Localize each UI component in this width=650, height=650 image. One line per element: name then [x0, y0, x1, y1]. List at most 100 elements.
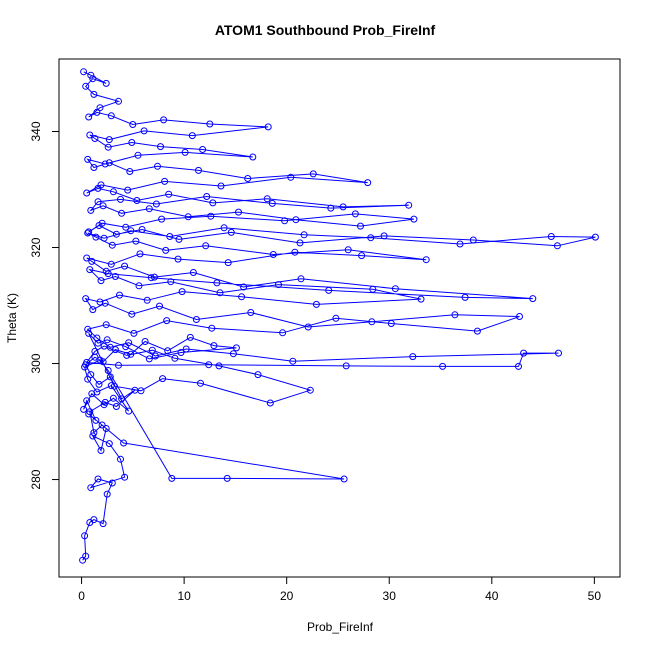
data-point [110, 382, 118, 390]
data-point [101, 299, 109, 307]
data-point [339, 203, 347, 211]
data-point [98, 421, 106, 429]
data-point [164, 347, 172, 355]
data-point [266, 399, 274, 407]
data-point [312, 300, 320, 308]
data-point [120, 439, 128, 447]
data-point [159, 375, 167, 383]
data-point [82, 552, 90, 560]
data-point [296, 239, 304, 247]
data-point [112, 403, 120, 410]
data-point [235, 208, 242, 216]
data-point [83, 358, 91, 366]
data-point [240, 283, 248, 291]
data-point [300, 231, 308, 239]
data-point [327, 204, 335, 212]
chart-title: ATOM1 Southbound Prob_FireInf [215, 22, 436, 38]
data-point [289, 357, 297, 365]
data-point [163, 317, 171, 325]
data-point [116, 291, 123, 299]
data-point [205, 361, 213, 369]
data-point [422, 256, 430, 264]
data-point [137, 387, 145, 395]
data-point [220, 224, 228, 232]
data-point [254, 371, 262, 379]
data-point [141, 338, 149, 345]
data-point [332, 314, 340, 322]
data-point [108, 241, 116, 249]
data-point [152, 200, 160, 208]
data-point [93, 334, 101, 342]
data-point [279, 329, 287, 337]
data-point [216, 289, 224, 297]
data-point [520, 349, 528, 357]
data-point [89, 75, 97, 83]
data-point [102, 321, 110, 329]
x-axis-label: Prob_FireInf [307, 620, 374, 634]
data-point [186, 333, 194, 341]
data-point [86, 131, 94, 139]
data-point [344, 246, 352, 254]
data-point [143, 296, 151, 304]
data-point [391, 285, 399, 293]
data-point [268, 199, 276, 207]
data-point [118, 209, 126, 217]
data-point [111, 273, 119, 280]
data-point [325, 286, 333, 294]
data-point [547, 233, 555, 240]
data-point [182, 345, 190, 353]
data-point [158, 215, 166, 223]
data-point [157, 143, 164, 151]
data-point [124, 186, 132, 194]
data-point [87, 484, 95, 492]
data-point [107, 382, 115, 390]
data-point [140, 127, 148, 135]
data-point [97, 277, 105, 285]
x-tick-label: 30 [383, 589, 397, 603]
x-tick-label: 0 [78, 589, 85, 603]
data-point [94, 339, 102, 347]
data-point [184, 213, 192, 221]
data-point [135, 282, 143, 290]
y-tick-label: 300 [29, 353, 43, 373]
x-tick-label: 50 [588, 589, 602, 603]
data-point [387, 320, 395, 327]
data-point [209, 199, 217, 207]
data-point [224, 259, 232, 267]
data-point [102, 267, 110, 275]
data-point [128, 310, 136, 318]
data-point [217, 182, 225, 190]
data-point [150, 273, 158, 281]
data-point [197, 379, 204, 387]
data-point [244, 175, 252, 182]
data-point [264, 123, 272, 131]
data-point [203, 193, 211, 200]
data-point [91, 347, 99, 355]
data-point [118, 395, 126, 403]
data-point [80, 68, 88, 76]
data-point [97, 447, 105, 454]
data-point [89, 306, 97, 314]
x-tick-label: 10 [177, 589, 191, 603]
data-point [87, 71, 95, 79]
data-point [85, 329, 93, 337]
data-point [473, 327, 481, 335]
data-point [291, 248, 299, 256]
data-point [85, 228, 93, 236]
data-point [99, 520, 107, 528]
data-point [108, 479, 116, 487]
data-point [133, 197, 141, 204]
data-point [121, 262, 129, 270]
x-tick-label: 20 [280, 589, 294, 603]
data-point [83, 189, 91, 197]
data-point [101, 160, 109, 168]
y-tick-label: 280 [29, 469, 43, 489]
data-point [125, 407, 133, 415]
data-point [287, 173, 295, 181]
y-axis-label: Theta (K) [5, 293, 19, 343]
data-point [101, 398, 109, 406]
data-point [151, 352, 159, 360]
data-point [130, 329, 138, 337]
data-point [553, 242, 561, 250]
